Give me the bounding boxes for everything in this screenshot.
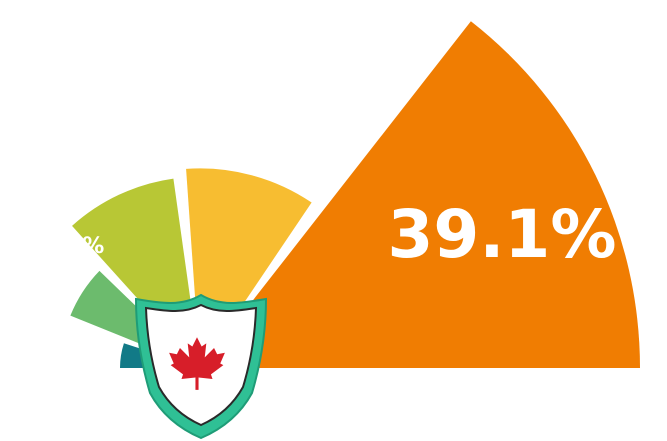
canada-shield-emblem bbox=[134, 293, 268, 440]
labels-layer: 9% 14% 18.3% 19% 39.1% bbox=[49, 94, 616, 348]
maple-leaf-icon bbox=[169, 337, 225, 390]
data-label-19: 19% bbox=[263, 94, 366, 144]
data-label-9: 9% bbox=[49, 324, 83, 348]
data-label-39-1: 39.1% bbox=[388, 196, 617, 273]
sector-39-1 bbox=[200, 21, 640, 369]
data-label-14: 14% bbox=[52, 234, 105, 259]
data-label-18-3: 18.3% bbox=[108, 132, 209, 166]
